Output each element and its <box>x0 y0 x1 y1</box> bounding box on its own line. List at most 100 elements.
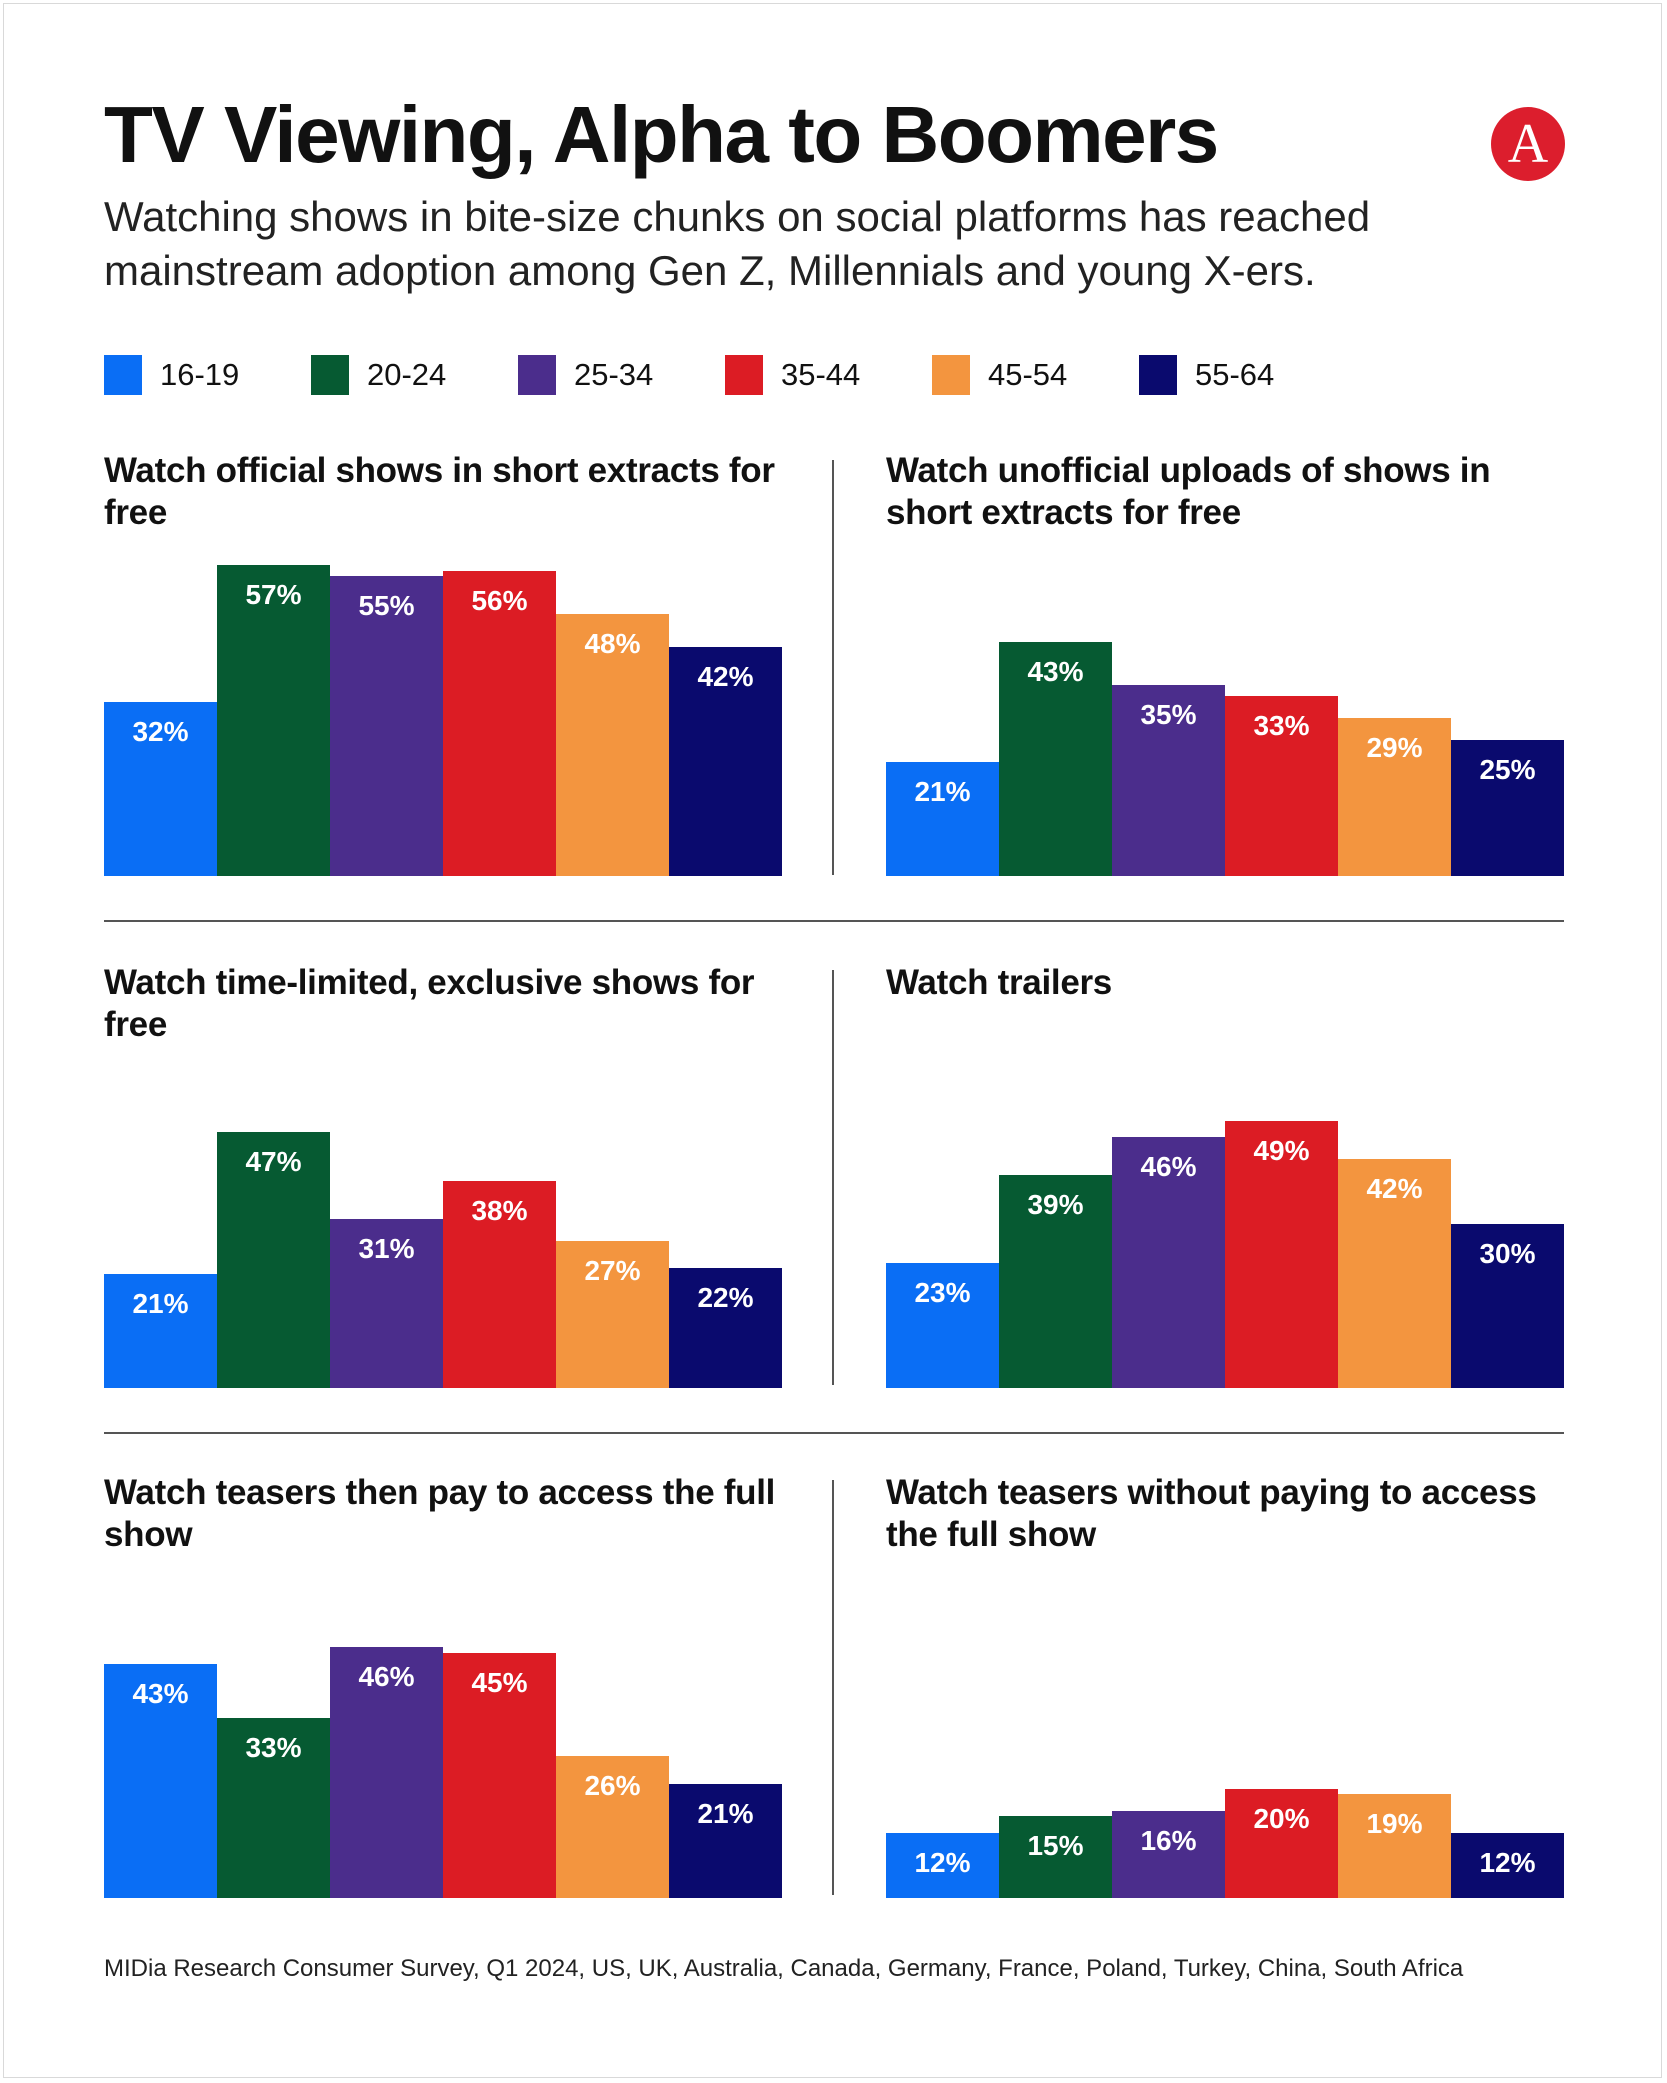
bar-chart: 23% 39% 46% 49% 42% 30% <box>886 962 1566 1388</box>
bar-value-label: 46% <box>1140 1151 1197 1182</box>
bar-value-label: 45% <box>471 1667 528 1698</box>
page-subtitle: Watching shows in bite-size chunks on so… <box>104 193 1371 294</box>
bar-value-label: 35% <box>1140 699 1197 730</box>
legend-swatch <box>311 355 349 395</box>
bar-20-24 <box>999 1175 1112 1388</box>
bar-value-label: 21% <box>132 1288 189 1319</box>
column-divider-row2 <box>832 970 834 1385</box>
bar-35-44 <box>443 1653 556 1898</box>
bar-chart: 21% 43% 35% 33% 29% 25% <box>886 450 1566 876</box>
legend-item-45-54: 45-54 <box>932 355 1139 395</box>
bar-35-44 <box>1225 1789 1338 1898</box>
bar-20-24 <box>217 565 330 876</box>
bar-35-44 <box>443 1181 556 1388</box>
chart-title: Watch unofficial uploads of shows in sho… <box>886 451 1491 532</box>
bar-value-label: 39% <box>1027 1189 1084 1220</box>
legend-item-35-44: 35-44 <box>725 355 932 395</box>
legend-swatch <box>725 355 763 395</box>
bar-value-label: 23% <box>914 1277 971 1308</box>
bar-value-label: 57% <box>245 579 302 610</box>
chart-panel-3: Watch time-limited, exclusive shows for … <box>104 962 784 1388</box>
bar-value-label: 21% <box>914 776 971 807</box>
chart-panel-1: Watch official shows in short extracts f… <box>104 450 784 876</box>
chart-title: Watch teasers then pay to access the ful… <box>104 1473 776 1554</box>
page-title: TV Viewing, Alpha to Boomers <box>104 90 1219 179</box>
bar-value-label: 42% <box>1366 1173 1423 1204</box>
chart-panel-5: Watch teasers then pay to access the ful… <box>104 1472 784 1898</box>
chart-panel-2: Watch unofficial uploads of shows in sho… <box>886 450 1566 876</box>
bar-value-label: 27% <box>584 1255 641 1286</box>
bar-value-label: 43% <box>132 1678 189 1709</box>
bar-value-label: 26% <box>584 1770 641 1801</box>
bar-value-label: 47% <box>245 1146 302 1177</box>
bar-45-54 <box>556 614 669 876</box>
bar-35-44 <box>1225 696 1338 876</box>
bar-20-24 <box>999 642 1112 876</box>
bar-value-label: 46% <box>358 1661 415 1692</box>
chart-title: Watch teasers without paying to access t… <box>886 1473 1537 1554</box>
legend-item-16-19: 16-19 <box>104 355 311 395</box>
bar-16-19 <box>104 702 217 876</box>
bar-value-label: 25% <box>1479 754 1536 785</box>
bar-value-label: 20% <box>1253 1803 1310 1834</box>
bar-45-54 <box>556 1756 669 1898</box>
chart-title: Watch official shows in short extracts f… <box>104 451 775 532</box>
bar-25-34 <box>330 576 443 876</box>
bar-chart: 43% 33% 46% 45% 26% 21% <box>104 1472 784 1898</box>
bar-35-44 <box>1225 1121 1338 1388</box>
bar-chart: 32% 57% 55% 56% 48% 42% <box>104 450 784 876</box>
legend-label: 16-19 <box>160 357 240 392</box>
bar-55-64 <box>1451 1833 1564 1898</box>
legend-label: 20-24 <box>367 357 447 392</box>
bar-value-label: 48% <box>584 628 641 659</box>
legend-swatch <box>518 355 556 395</box>
brand-logo: A <box>1491 107 1565 181</box>
legend-label: 25-34 <box>574 357 654 392</box>
bar-value-label: 33% <box>245 1732 302 1763</box>
page-frame <box>3 3 1662 2078</box>
legend-item-25-34: 25-34 <box>518 355 725 395</box>
bar-35-44 <box>443 571 556 876</box>
bar-value-label: 55% <box>358 590 415 621</box>
bar-55-64 <box>669 1268 782 1388</box>
bar-20-24 <box>217 1718 330 1898</box>
legend-item-55-64: 55-64 <box>1139 355 1346 395</box>
bar-value-label: 12% <box>914 1847 971 1878</box>
bar-value-label: 49% <box>1253 1135 1310 1166</box>
bar-value-label: 43% <box>1027 656 1084 687</box>
source-note: MIDia Research Consumer Survey, Q1 2024,… <box>104 1955 1464 1982</box>
legend-swatch <box>104 355 142 395</box>
bar-45-54 <box>1338 1794 1451 1898</box>
bar-25-34 <box>1112 1811 1225 1898</box>
bar-45-54 <box>1338 718 1451 876</box>
bar-value-label: 30% <box>1479 1238 1536 1269</box>
bar-25-34 <box>1112 685 1225 876</box>
bar-20-24 <box>999 1816 1112 1898</box>
chart-panel-4: Watch trailers 23% 39% 46% 49% 42% 30% <box>886 962 1566 1388</box>
legend-item-20-24: 20-24 <box>311 355 518 395</box>
bar-20-24 <box>217 1132 330 1388</box>
column-divider-row3 <box>832 1480 834 1895</box>
bar-25-34 <box>330 1647 443 1898</box>
bar-55-64 <box>1451 740 1564 876</box>
bar-55-64 <box>669 1784 782 1898</box>
column-divider-row1 <box>832 460 834 875</box>
bar-16-19 <box>104 1664 217 1898</box>
row-divider-2 <box>104 1432 1564 1434</box>
bar-55-64 <box>1451 1224 1564 1388</box>
chart-panel-6: Watch teasers without paying to access t… <box>886 1472 1566 1898</box>
chart-title: Watch time-limited, exclusive shows for … <box>104 963 755 1044</box>
bar-value-label: 19% <box>1366 1808 1423 1839</box>
bar-value-label: 31% <box>358 1233 415 1264</box>
row-divider-1 <box>104 920 1564 922</box>
legend-swatch <box>1139 355 1177 395</box>
bar-value-label: 29% <box>1366 732 1423 763</box>
bar-55-64 <box>669 647 782 876</box>
bar-value-label: 16% <box>1140 1825 1197 1856</box>
bar-value-label: 56% <box>471 585 528 616</box>
bar-16-19 <box>886 1833 999 1898</box>
bar-value-label: 42% <box>697 661 754 692</box>
bar-value-label: 15% <box>1027 1830 1084 1861</box>
bar-chart: 21% 47% 31% 38% 27% 22% <box>104 962 784 1388</box>
bar-value-label: 12% <box>1479 1847 1536 1878</box>
